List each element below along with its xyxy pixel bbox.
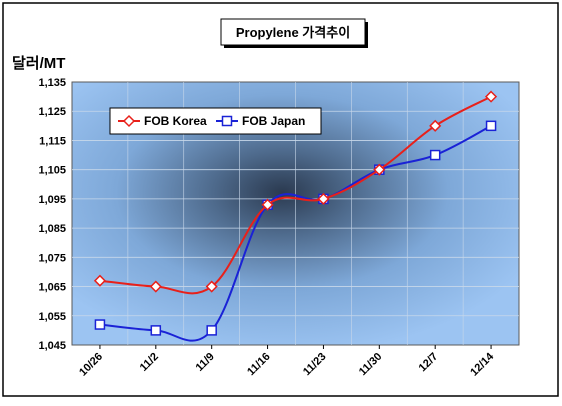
series-layer (93, 90, 498, 342)
data-point-fob-korea (429, 119, 442, 132)
series-line-fob-japan (99, 124, 492, 342)
y-tick-label: 1,105 (38, 165, 66, 177)
data-point-fob-japan (94, 319, 106, 330)
y-tick-label: 1,085 (38, 223, 66, 235)
y-tick-label: 1,065 (38, 282, 66, 294)
title-box-shadow-bottom (224, 45, 368, 48)
y-tick-label: 1,115 (39, 135, 66, 147)
y-axis-ticks: 1,045 1,055 1,065 1,075 1,085 1,095 1,105 1,115… (38, 77, 66, 352)
data-point-fob-japan (206, 325, 217, 336)
legend-marker-fob-korea (122, 114, 136, 128)
grid-lines (72, 82, 519, 345)
data-point-fob-japan (485, 120, 497, 132)
y-tick-label: 1,135 (38, 77, 66, 89)
title-box-shadow-right (365, 22, 368, 48)
y-tick-label: 1,125 (38, 106, 66, 118)
legend: FOB Korea FOB Japan (109, 107, 322, 135)
y-tick-label: 1,045 (38, 340, 66, 352)
data-point-fob-japan (429, 149, 441, 161)
data-point-fob-korea (373, 163, 386, 176)
data-point-fob-korea (149, 280, 162, 293)
data-point-fob-korea (261, 198, 274, 211)
legend-marker-fob-japan (221, 115, 233, 127)
legend-box (109, 107, 322, 135)
data-point-fob-korea (93, 274, 106, 287)
chart-title: Propylene 가격추이 (236, 25, 350, 40)
y-tick-label: 1,055 (38, 311, 66, 323)
series-line-fob-korea (99, 95, 492, 295)
data-point-fob-japan (150, 325, 162, 336)
data-point-fob-korea (485, 90, 498, 103)
y-axis-label: 달러/MT (12, 54, 65, 72)
y-tick-label: 1,075 (38, 252, 66, 264)
data-point-fob-korea (317, 192, 330, 205)
y-tick-label: 1,095 (38, 194, 66, 206)
data-point-fob-korea (205, 280, 218, 293)
legend-label-fob-korea: FOB Korea (144, 114, 207, 128)
legend-label-fob-japan: FOB Japan (242, 114, 305, 128)
